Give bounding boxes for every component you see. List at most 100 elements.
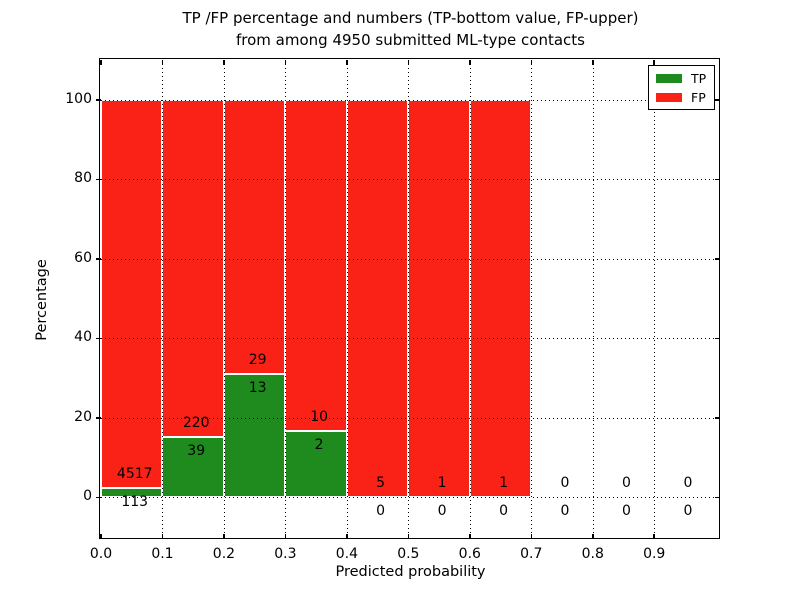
tp-count-label: 113	[121, 493, 149, 510]
bar-segment-fp	[101, 99, 163, 488]
x-gridline	[469, 60, 471, 539]
y-tick-mark	[96, 337, 101, 339]
x-tick-label: 0.2	[212, 546, 236, 562]
fp-count-label: 29	[248, 352, 267, 369]
y-gridline	[101, 417, 720, 419]
x-gridline	[592, 60, 594, 539]
x-tick-mark	[346, 534, 348, 539]
y-gridline	[101, 258, 720, 260]
legend-label-tp: TP	[691, 71, 707, 86]
tp-count-label: 0	[683, 503, 693, 520]
x-tick-label: 0.1	[151, 546, 174, 562]
y-tick-mark-right	[715, 496, 720, 498]
tp-count-label: 0	[499, 503, 509, 520]
x-tick-mark	[530, 534, 533, 539]
fp-count-label: 220	[182, 415, 210, 432]
chart-title: TP /FP percentage and numbers (TP-bottom…	[101, 7, 720, 51]
y-axis-label: Percentage	[34, 258, 50, 341]
x-tick-mark	[284, 534, 287, 539]
x-tick-mark	[161, 534, 164, 539]
x-tick-label: 0.6	[458, 546, 481, 562]
fp-swatch-icon	[656, 93, 682, 102]
tp-count-label: 13	[248, 380, 267, 397]
fp-count-label: 1	[437, 475, 447, 492]
bar-segment-fp	[346, 99, 409, 498]
fp-count-label: 1	[499, 475, 509, 492]
bar-segment-tp	[101, 487, 163, 498]
tp-count-label: 0	[437, 503, 447, 520]
bar-segment-tp	[162, 437, 224, 498]
y-tick-mark-right	[715, 99, 720, 101]
x-tick-label: 0.8	[581, 546, 604, 562]
x-tick-mark-top	[469, 60, 471, 65]
fp-count-label: 0	[683, 475, 693, 492]
bar-segment-tp	[223, 374, 286, 498]
y-gridline	[101, 497, 720, 499]
y-tick-mark	[96, 99, 101, 101]
y-tick-mark-right	[715, 258, 720, 260]
y-tick-mark	[96, 258, 101, 260]
legend-item-tp: TP	[656, 72, 706, 85]
legend-label-fp: FP	[691, 90, 706, 105]
fp-count-label: 0	[560, 475, 570, 492]
x-tick-mark-top	[100, 60, 102, 65]
x-tick-mark	[592, 534, 594, 539]
y-tick-label: 80	[74, 170, 92, 187]
x-tick-mark-top	[592, 60, 594, 65]
x-tick-mark-top	[223, 60, 225, 65]
x-tick-mark	[469, 534, 471, 539]
y-tick-mark-right	[715, 417, 720, 419]
chart-title-line1: TP /FP percentage and numbers (TP-bottom…	[182, 9, 639, 27]
y-tick-mark-right	[715, 178, 720, 180]
tp-count-label: 2	[314, 437, 324, 453]
y-tick-mark	[96, 496, 101, 498]
y-gridline	[101, 338, 720, 340]
x-tick-label: 0.7	[520, 546, 543, 562]
x-gridline	[285, 60, 287, 539]
y-tick-label: 20	[74, 408, 92, 425]
x-tick-mark-top	[284, 60, 287, 65]
x-gridline	[408, 60, 410, 539]
x-tick-mark-top	[161, 60, 164, 65]
legend: TP FP	[648, 65, 716, 110]
x-axis-label: Predicted probability	[335, 564, 486, 580]
x-tick-label: 0.9	[643, 546, 666, 562]
x-gridline	[162, 60, 164, 539]
x-tick-mark-top	[407, 60, 410, 65]
chart-title-line2: from among 4950 submitted ML-type contac…	[236, 31, 585, 49]
y-gridline	[101, 99, 720, 101]
x-tick-mark	[100, 534, 102, 539]
x-tick-label: 0.4	[335, 546, 358, 562]
y-tick-mark	[96, 417, 101, 419]
y-tick-label: 40	[74, 329, 92, 346]
x-tick-mark	[653, 534, 655, 539]
tp-count-label: 39	[187, 443, 206, 460]
bar-segment-tp	[285, 431, 347, 498]
bar-segment-fp	[469, 99, 532, 498]
x-tick-mark-top	[346, 60, 348, 65]
y-tick-mark-right	[715, 337, 720, 339]
bar-segment-fp	[223, 99, 286, 375]
fp-count-label: 10	[310, 409, 329, 425]
x-tick-mark-top	[530, 60, 533, 65]
y-tick-label: 60	[74, 249, 92, 266]
tp-count-label: 0	[560, 503, 570, 520]
y-tick-label: 0	[83, 488, 92, 505]
tp-swatch-icon	[656, 74, 682, 83]
y-tick-label: 100	[65, 90, 92, 107]
x-gridline	[654, 60, 656, 539]
bar-segment-fp	[408, 99, 470, 498]
x-gridline	[223, 60, 225, 539]
x-gridline	[531, 60, 533, 539]
x-tick-mark-top	[653, 60, 655, 65]
x-tick-label: 0.3	[274, 546, 297, 562]
legend-item-fp: FP	[656, 91, 706, 104]
tp-count-label: 0	[622, 503, 631, 520]
y-tick-mark	[96, 178, 101, 180]
fp-count-label: 4517	[116, 465, 153, 482]
tp-count-label: 0	[376, 503, 386, 520]
y-gridline	[101, 179, 720, 181]
bar-segment-fp	[162, 99, 224, 438]
x-tick-mark	[407, 534, 410, 539]
